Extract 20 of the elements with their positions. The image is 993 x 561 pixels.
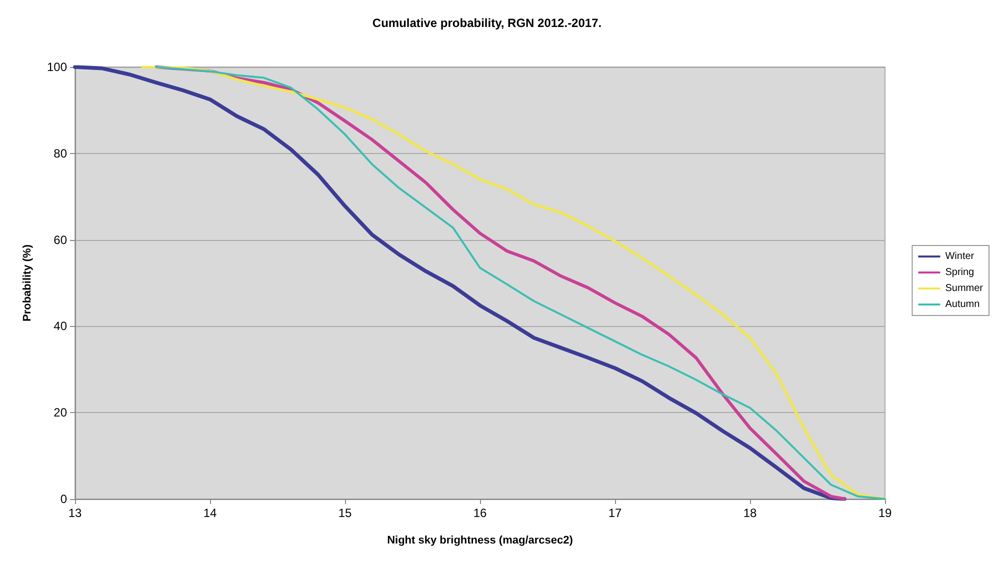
- y-axis-title: Probability (%): [22, 244, 34, 322]
- x-tick-label: 18: [743, 506, 757, 520]
- legend-label: Winter: [945, 251, 975, 262]
- y-tick-label: 40: [54, 319, 68, 334]
- x-tick-label: 19: [878, 506, 892, 520]
- legend-label: Autumn: [945, 299, 980, 310]
- chart-title: Cumulative probability, RGN 2012.-2017.: [372, 16, 602, 30]
- x-tick-label: 14: [203, 506, 217, 520]
- x-tick-label: 16: [473, 506, 487, 520]
- y-tick-label: 20: [54, 406, 68, 420]
- x-axis-title: Night sky brightness (mag/arcsec2): [387, 534, 574, 546]
- x-tick-label: 17: [608, 506, 622, 520]
- y-tick-label: 80: [54, 146, 68, 160]
- y-tick-label: 100: [46, 60, 68, 74]
- y-tick-label: 0: [60, 492, 68, 506]
- x-tick-label: 13: [68, 506, 82, 520]
- legend-label: Summer: [945, 283, 984, 294]
- x-tick-label: 15: [338, 506, 352, 520]
- y-tick-label: 60: [54, 232, 68, 247]
- legend-label: Spring: [945, 267, 974, 278]
